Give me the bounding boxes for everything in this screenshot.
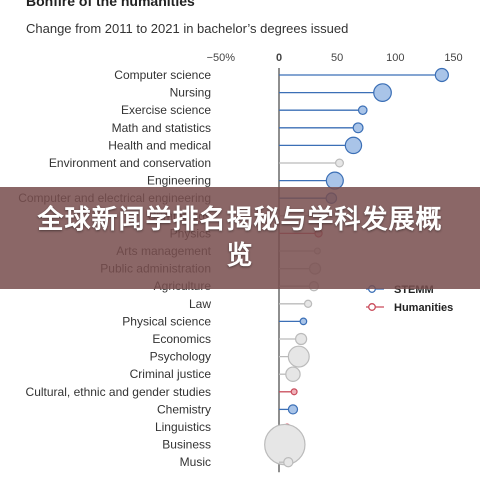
overlay-banner: 全球新闻学排名揭秘与学科发展概览	[0, 187, 480, 289]
legend-swatch-dot	[368, 303, 376, 311]
category-label: Music	[180, 455, 211, 469]
x-tick-label: 150	[444, 52, 462, 64]
banner-title: 全球新闻学排名揭秘与学科发展概览	[37, 205, 443, 271]
data-point	[283, 457, 294, 468]
category-label: Linguistics	[155, 420, 211, 434]
category-label: Criminal justice	[130, 367, 212, 381]
category-label: Environment and conservation	[49, 156, 211, 170]
chart-title: Bonfire of the humanities	[26, 0, 195, 9]
data-point	[344, 136, 363, 155]
data-point	[294, 332, 308, 346]
category-label: Law	[189, 297, 211, 311]
data-point	[334, 158, 344, 168]
data-point	[299, 317, 308, 326]
category-label: Health and medical	[108, 138, 211, 152]
data-point	[373, 83, 392, 102]
data-point	[290, 388, 298, 396]
category-label: Exercise science	[121, 103, 211, 117]
data-point	[357, 105, 368, 116]
category-label: Chemistry	[157, 402, 211, 416]
category-label: Physical science	[122, 314, 211, 328]
x-tick-label: 0	[276, 52, 282, 64]
data-point	[285, 366, 301, 382]
category-label: Economics	[152, 332, 211, 346]
category-label: Math and statistics	[112, 121, 211, 135]
category-label: Nursing	[170, 86, 211, 100]
category-label: Business	[162, 438, 211, 452]
category-label: Psychology	[150, 350, 211, 364]
category-label: Cultural, ethnic and gender studies	[26, 385, 211, 399]
data-point	[287, 404, 299, 415]
category-label: Computer science	[114, 68, 211, 82]
data-point	[303, 299, 313, 308]
x-tick-label: 100	[386, 52, 404, 64]
data-point	[287, 345, 310, 368]
data-point	[352, 122, 364, 134]
legend-label: Humanities	[394, 302, 453, 314]
chart-subtitle: Change from 2011 to 2021 in bachelor’s d…	[26, 21, 349, 36]
x-tick-label: 50	[331, 52, 343, 64]
x-tick-label: −50%	[207, 52, 236, 64]
data-point	[434, 67, 449, 83]
category-label: Engineering	[147, 174, 211, 188]
